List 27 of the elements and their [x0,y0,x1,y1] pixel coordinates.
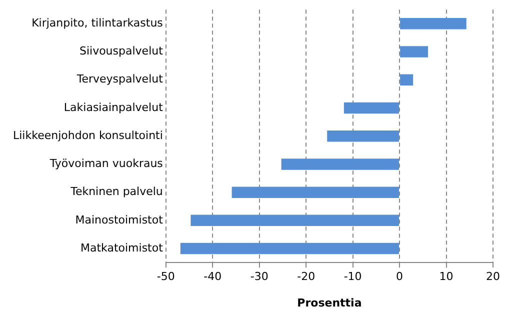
x-tick-label: -50 [156,270,175,284]
bar [400,46,428,58]
y-tick-label: Liikkeenjohdon konsultointi [12,128,163,142]
y-tick-label: Lakiasiainpalvelut [64,100,164,114]
bar [327,130,400,142]
y-tick-label: Kirjanpito, tilintarkastus [32,16,164,30]
x-tick-label: -40 [204,270,222,284]
x-tick-label: -30 [250,270,268,284]
x-tick-label: -20 [297,270,316,284]
x-tick-label: -10 [344,270,362,284]
y-tick-label: Siivouspalvelut [79,44,164,58]
y-tick-label: Työvoiman vuokraus [48,157,164,170]
bar [180,242,400,254]
x-tick-label: 20 [486,270,500,284]
bar [344,102,400,114]
y-tick-label: Tekninen palvelu [70,185,163,198]
bar [400,18,466,30]
bar [190,214,400,226]
bar [281,158,400,170]
y-tick-label: Mainostoimistot [75,213,164,226]
y-tick-label: Matkatoimistot [80,241,164,254]
bar [232,186,400,198]
x-tick-label: 0 [396,270,404,284]
y-tick-label: Terveyspalvelut [76,72,164,86]
bar [400,74,414,86]
x-tick-label: 10 [439,270,454,284]
x-axis-title: Prosenttia [297,296,362,310]
